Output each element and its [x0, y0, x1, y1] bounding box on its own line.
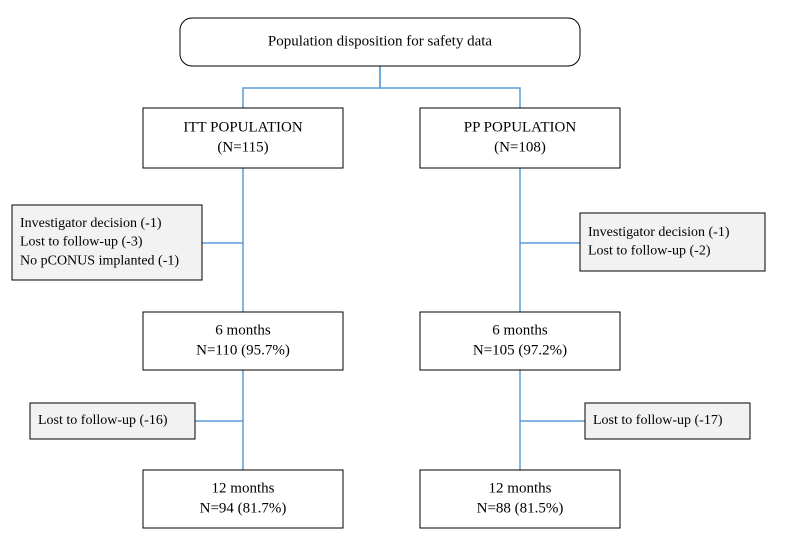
top-line-0: Population disposition for safety data	[268, 33, 492, 49]
pp-line-0: PP POPULATION	[464, 119, 577, 135]
itt-12m-box	[143, 470, 343, 528]
itt-6m-line-0: 6 months	[215, 322, 271, 338]
pp-12m-box	[420, 470, 620, 528]
itt-6m-box	[143, 312, 343, 370]
itt-box	[143, 108, 343, 168]
itt-line-0: ITT POPULATION	[183, 119, 302, 135]
pp-12m-line-0: 12 months	[489, 480, 552, 496]
itt-12m-line-1: N=94 (81.7%)	[200, 501, 287, 517]
itt-6m-line-1: N=110 (95.7%)	[196, 343, 290, 359]
pp-6m-line-1: N=105 (97.2%)	[473, 343, 567, 359]
pp-12m-line-1: N=88 (81.5%)	[477, 501, 564, 517]
itt-line-1: (N=115)	[217, 140, 268, 156]
itt-12m-line-0: 12 months	[212, 480, 275, 496]
edge-1	[380, 66, 520, 108]
pp-loss1-line-0: Investigator decision (-1)	[588, 225, 730, 240]
pp-line-1: (N=108)	[494, 140, 546, 156]
pp-6m-line-0: 6 months	[492, 322, 548, 338]
pp-loss1-line-1: Lost to follow-up (-2)	[588, 244, 711, 259]
pp-loss1-box	[580, 213, 765, 271]
itt-loss1-line-2: No pCONUS implanted (-1)	[20, 254, 179, 269]
pp-box	[420, 108, 620, 168]
itt-loss2-line-0: Lost to follow-up (-16)	[38, 413, 168, 428]
pp-loss2-line-0: Lost to follow-up (-17)	[593, 413, 723, 428]
edge-0	[243, 66, 380, 108]
itt-loss1-line-0: Investigator decision (-1)	[20, 216, 162, 231]
pp-6m-box	[420, 312, 620, 370]
flowchart-canvas: Population disposition for safety data IT…	[0, 0, 786, 549]
itt-loss1-line-1: Lost to follow-up (-3)	[20, 235, 143, 250]
